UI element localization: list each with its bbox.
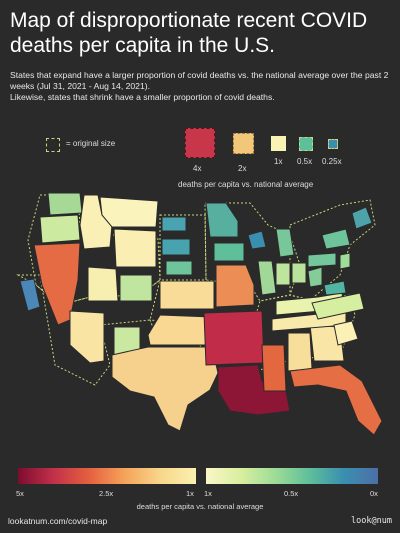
state-washington [47,192,83,216]
state-illinois [257,260,277,296]
state-iowa [213,242,245,262]
legend-label-0-5x: 0.5x [297,157,313,166]
state-montana [99,196,159,228]
state-ohio [291,262,307,284]
legend-swatch-1x [271,136,286,151]
subtitle-line-2: Likewise, states that shrink have a smal… [10,92,275,102]
state-florida [289,364,383,436]
state-missouri [215,264,255,308]
colorbar-tick-2-5x: 2.5x [99,489,114,498]
state-indiana [275,262,291,286]
state-new-england [351,206,373,230]
states [19,192,383,436]
state-north-dakota [161,216,187,232]
state-alabama [287,332,313,372]
state-louisiana [217,364,291,416]
state-wyoming [113,228,157,268]
state-kansas [159,280,215,310]
legend-label-4x: 4x [193,164,202,173]
colorbar-above-average [18,468,196,484]
state-colorado [119,274,153,302]
state-wisconsin [247,230,267,250]
legend-caption: deaths per capita vs. national average [178,180,314,189]
state-oklahoma [147,314,213,346]
state-west-virginia [307,266,323,288]
state-new-york [321,228,351,250]
size-legend: = original size 4x 2x 1x 0.5x 0.25x deat… [10,128,390,190]
us-cartogram-map [16,192,383,436]
legend-label-0-25x: 0.25x [322,157,342,166]
legend-swatch-2x [233,133,254,154]
legend-swatch-0-25x [328,139,338,149]
state-south-carolina [333,320,359,346]
state-arizona [69,310,105,364]
colorbar-tick-0x: 0x [370,489,378,498]
outline-plains [159,214,207,281]
state-south-dakota [161,238,191,256]
state-new-jersey [339,252,351,270]
subtitle: States that expand have a larger proport… [10,70,395,103]
state-arkansas [203,310,265,366]
page-title: Map of disproportionate recent COVID dea… [10,9,368,57]
state-nebraska [165,260,193,276]
colorbar-tick-0-5x: 0.5x [284,489,299,498]
legend-label-1x: 1x [274,157,283,166]
legend-swatch-0-5x [299,137,313,151]
colorbar-caption: deaths per capita vs. national average [136,502,264,511]
brand-logo: look@num [351,516,392,526]
state-oregon [39,214,81,244]
colorbar-tick-5x: 5x [16,489,24,498]
source-link[interactable]: lookatnum.com/covid-map [8,516,108,526]
subtitle-line-1: States that expand have a larger proport… [10,70,389,91]
colorbar-below-average [206,468,378,484]
state-utah [87,266,119,302]
state-minnesota [205,202,239,238]
state-california [19,278,41,312]
original-size-swatch [46,138,60,152]
state-texas [111,346,219,432]
state-pennsylvania [307,252,337,268]
state-mississippi [261,344,287,392]
original-size-label: = original size [66,139,116,148]
colorbar-tick-1x-right: 1x [204,489,212,498]
state-michigan [275,228,295,258]
legend-swatch-4x [185,128,215,158]
legend-label-2x: 2x [238,164,247,173]
state-virginia [323,280,347,296]
state-north-carolina [311,292,365,320]
colorbar-tick-1x-left: 1x [186,489,194,498]
state-idaho [79,194,113,250]
